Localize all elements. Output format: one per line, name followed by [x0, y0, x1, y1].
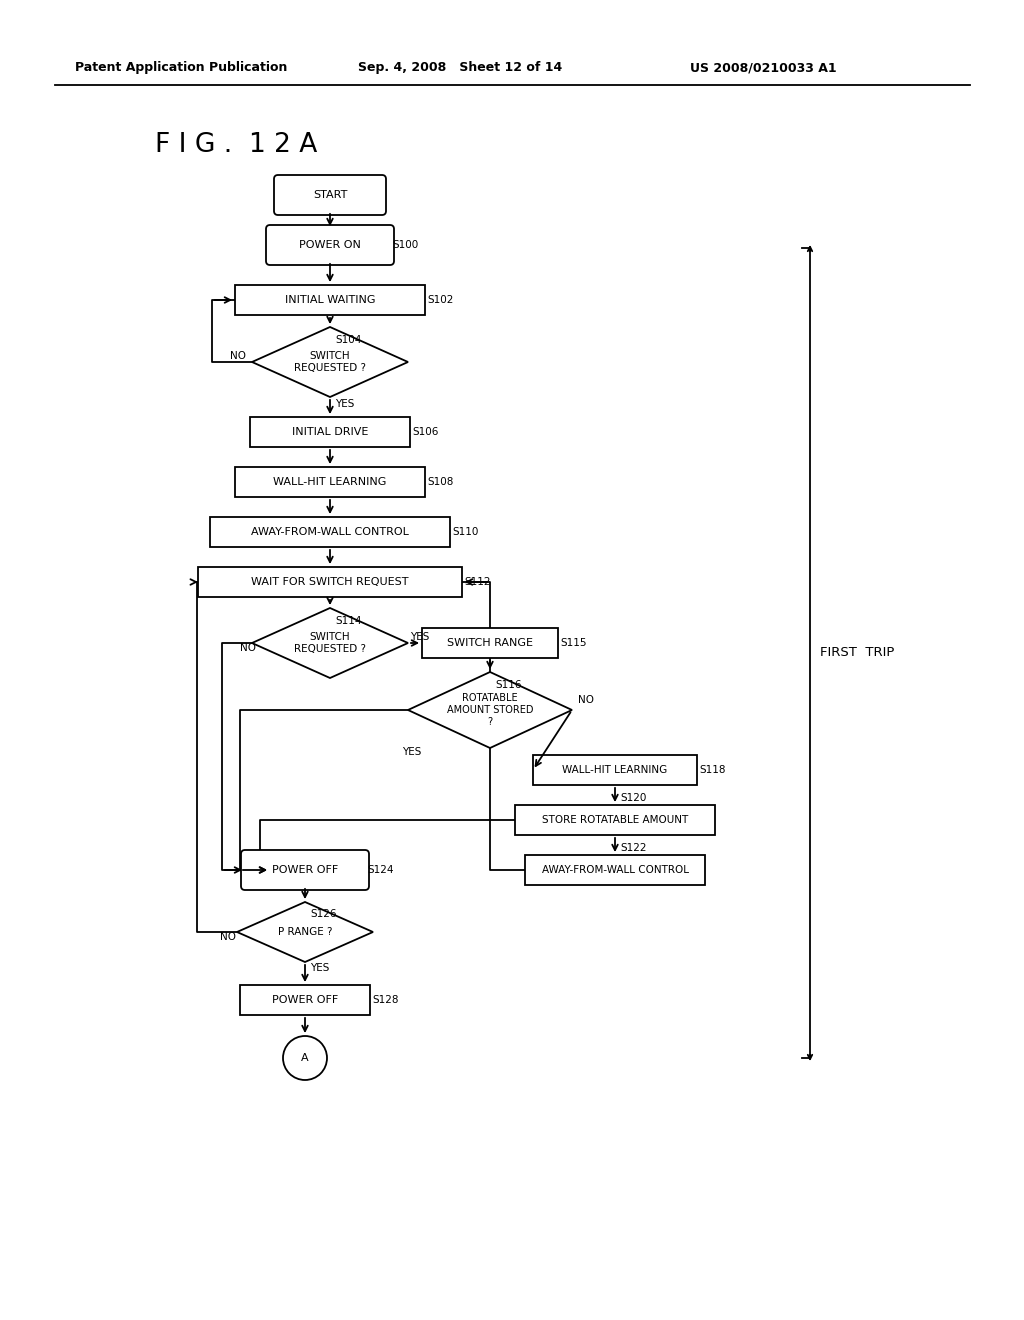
Text: S112: S112: [464, 577, 490, 587]
Text: FIRST  TRIP: FIRST TRIP: [820, 647, 894, 660]
Text: Sep. 4, 2008   Sheet 12 of 14: Sep. 4, 2008 Sheet 12 of 14: [358, 62, 562, 74]
Text: S102: S102: [427, 294, 454, 305]
Text: POWER OFF: POWER OFF: [272, 865, 338, 875]
Text: S108: S108: [427, 477, 454, 487]
Text: US 2008/0210033 A1: US 2008/0210033 A1: [690, 62, 837, 74]
Text: YES: YES: [402, 747, 421, 756]
Text: WAIT FOR SWITCH REQUEST: WAIT FOR SWITCH REQUEST: [251, 577, 409, 587]
Bar: [240, 985, 370, 1015]
Text: POWER ON: POWER ON: [299, 240, 360, 249]
Text: A: A: [301, 1053, 309, 1063]
Text: S120: S120: [620, 793, 646, 803]
Text: SWITCH
REQUESTED ?: SWITCH REQUESTED ?: [294, 632, 366, 653]
Text: S116: S116: [495, 680, 521, 690]
Text: S124: S124: [367, 865, 393, 875]
Text: S104: S104: [335, 335, 361, 345]
Text: YES: YES: [310, 964, 330, 973]
Text: S126: S126: [310, 909, 337, 919]
Text: S115: S115: [560, 638, 587, 648]
Text: WALL-HIT LEARNING: WALL-HIT LEARNING: [562, 766, 668, 775]
Polygon shape: [252, 609, 408, 678]
Text: NO: NO: [230, 351, 246, 360]
Bar: [234, 285, 425, 315]
Text: INITIAL WAITING: INITIAL WAITING: [285, 294, 375, 305]
Polygon shape: [237, 902, 373, 962]
Bar: [515, 805, 715, 836]
Text: S114: S114: [335, 616, 361, 626]
Text: NO: NO: [240, 643, 256, 653]
Text: POWER OFF: POWER OFF: [272, 995, 338, 1005]
Polygon shape: [252, 327, 408, 397]
Text: Patent Application Publication: Patent Application Publication: [75, 62, 288, 74]
Text: YES: YES: [335, 399, 354, 409]
Text: SWITCH RANGE: SWITCH RANGE: [447, 638, 534, 648]
Bar: [534, 755, 697, 785]
Bar: [525, 855, 705, 884]
Bar: [250, 417, 410, 447]
Text: P RANGE ?: P RANGE ?: [278, 927, 332, 937]
Polygon shape: [408, 672, 572, 748]
Bar: [234, 467, 425, 498]
Text: S118: S118: [699, 766, 725, 775]
Text: AWAY-FROM-WALL CONTROL: AWAY-FROM-WALL CONTROL: [542, 865, 688, 875]
Circle shape: [283, 1036, 327, 1080]
Bar: [198, 568, 462, 597]
Text: SWITCH
REQUESTED ?: SWITCH REQUESTED ?: [294, 351, 366, 372]
Text: AWAY-FROM-WALL CONTROL: AWAY-FROM-WALL CONTROL: [251, 527, 409, 537]
Text: F I G .  1 2 A: F I G . 1 2 A: [155, 132, 317, 158]
Text: YES: YES: [410, 632, 429, 642]
FancyBboxPatch shape: [241, 850, 369, 890]
Text: INITIAL DRIVE: INITIAL DRIVE: [292, 426, 369, 437]
Text: S100: S100: [392, 240, 418, 249]
Text: S128: S128: [372, 995, 398, 1005]
Text: S122: S122: [620, 843, 646, 853]
FancyBboxPatch shape: [274, 176, 386, 215]
Text: ROTATABLE
AMOUNT STORED
?: ROTATABLE AMOUNT STORED ?: [446, 693, 534, 726]
Bar: [210, 517, 450, 546]
Text: NO: NO: [220, 932, 236, 942]
Text: S106: S106: [412, 426, 438, 437]
FancyBboxPatch shape: [266, 224, 394, 265]
Text: STORE ROTATABLE AMOUNT: STORE ROTATABLE AMOUNT: [542, 814, 688, 825]
Text: START: START: [312, 190, 347, 201]
Text: NO: NO: [578, 696, 594, 705]
Text: WALL-HIT LEARNING: WALL-HIT LEARNING: [273, 477, 387, 487]
Bar: [422, 628, 558, 657]
Text: S110: S110: [452, 527, 478, 537]
